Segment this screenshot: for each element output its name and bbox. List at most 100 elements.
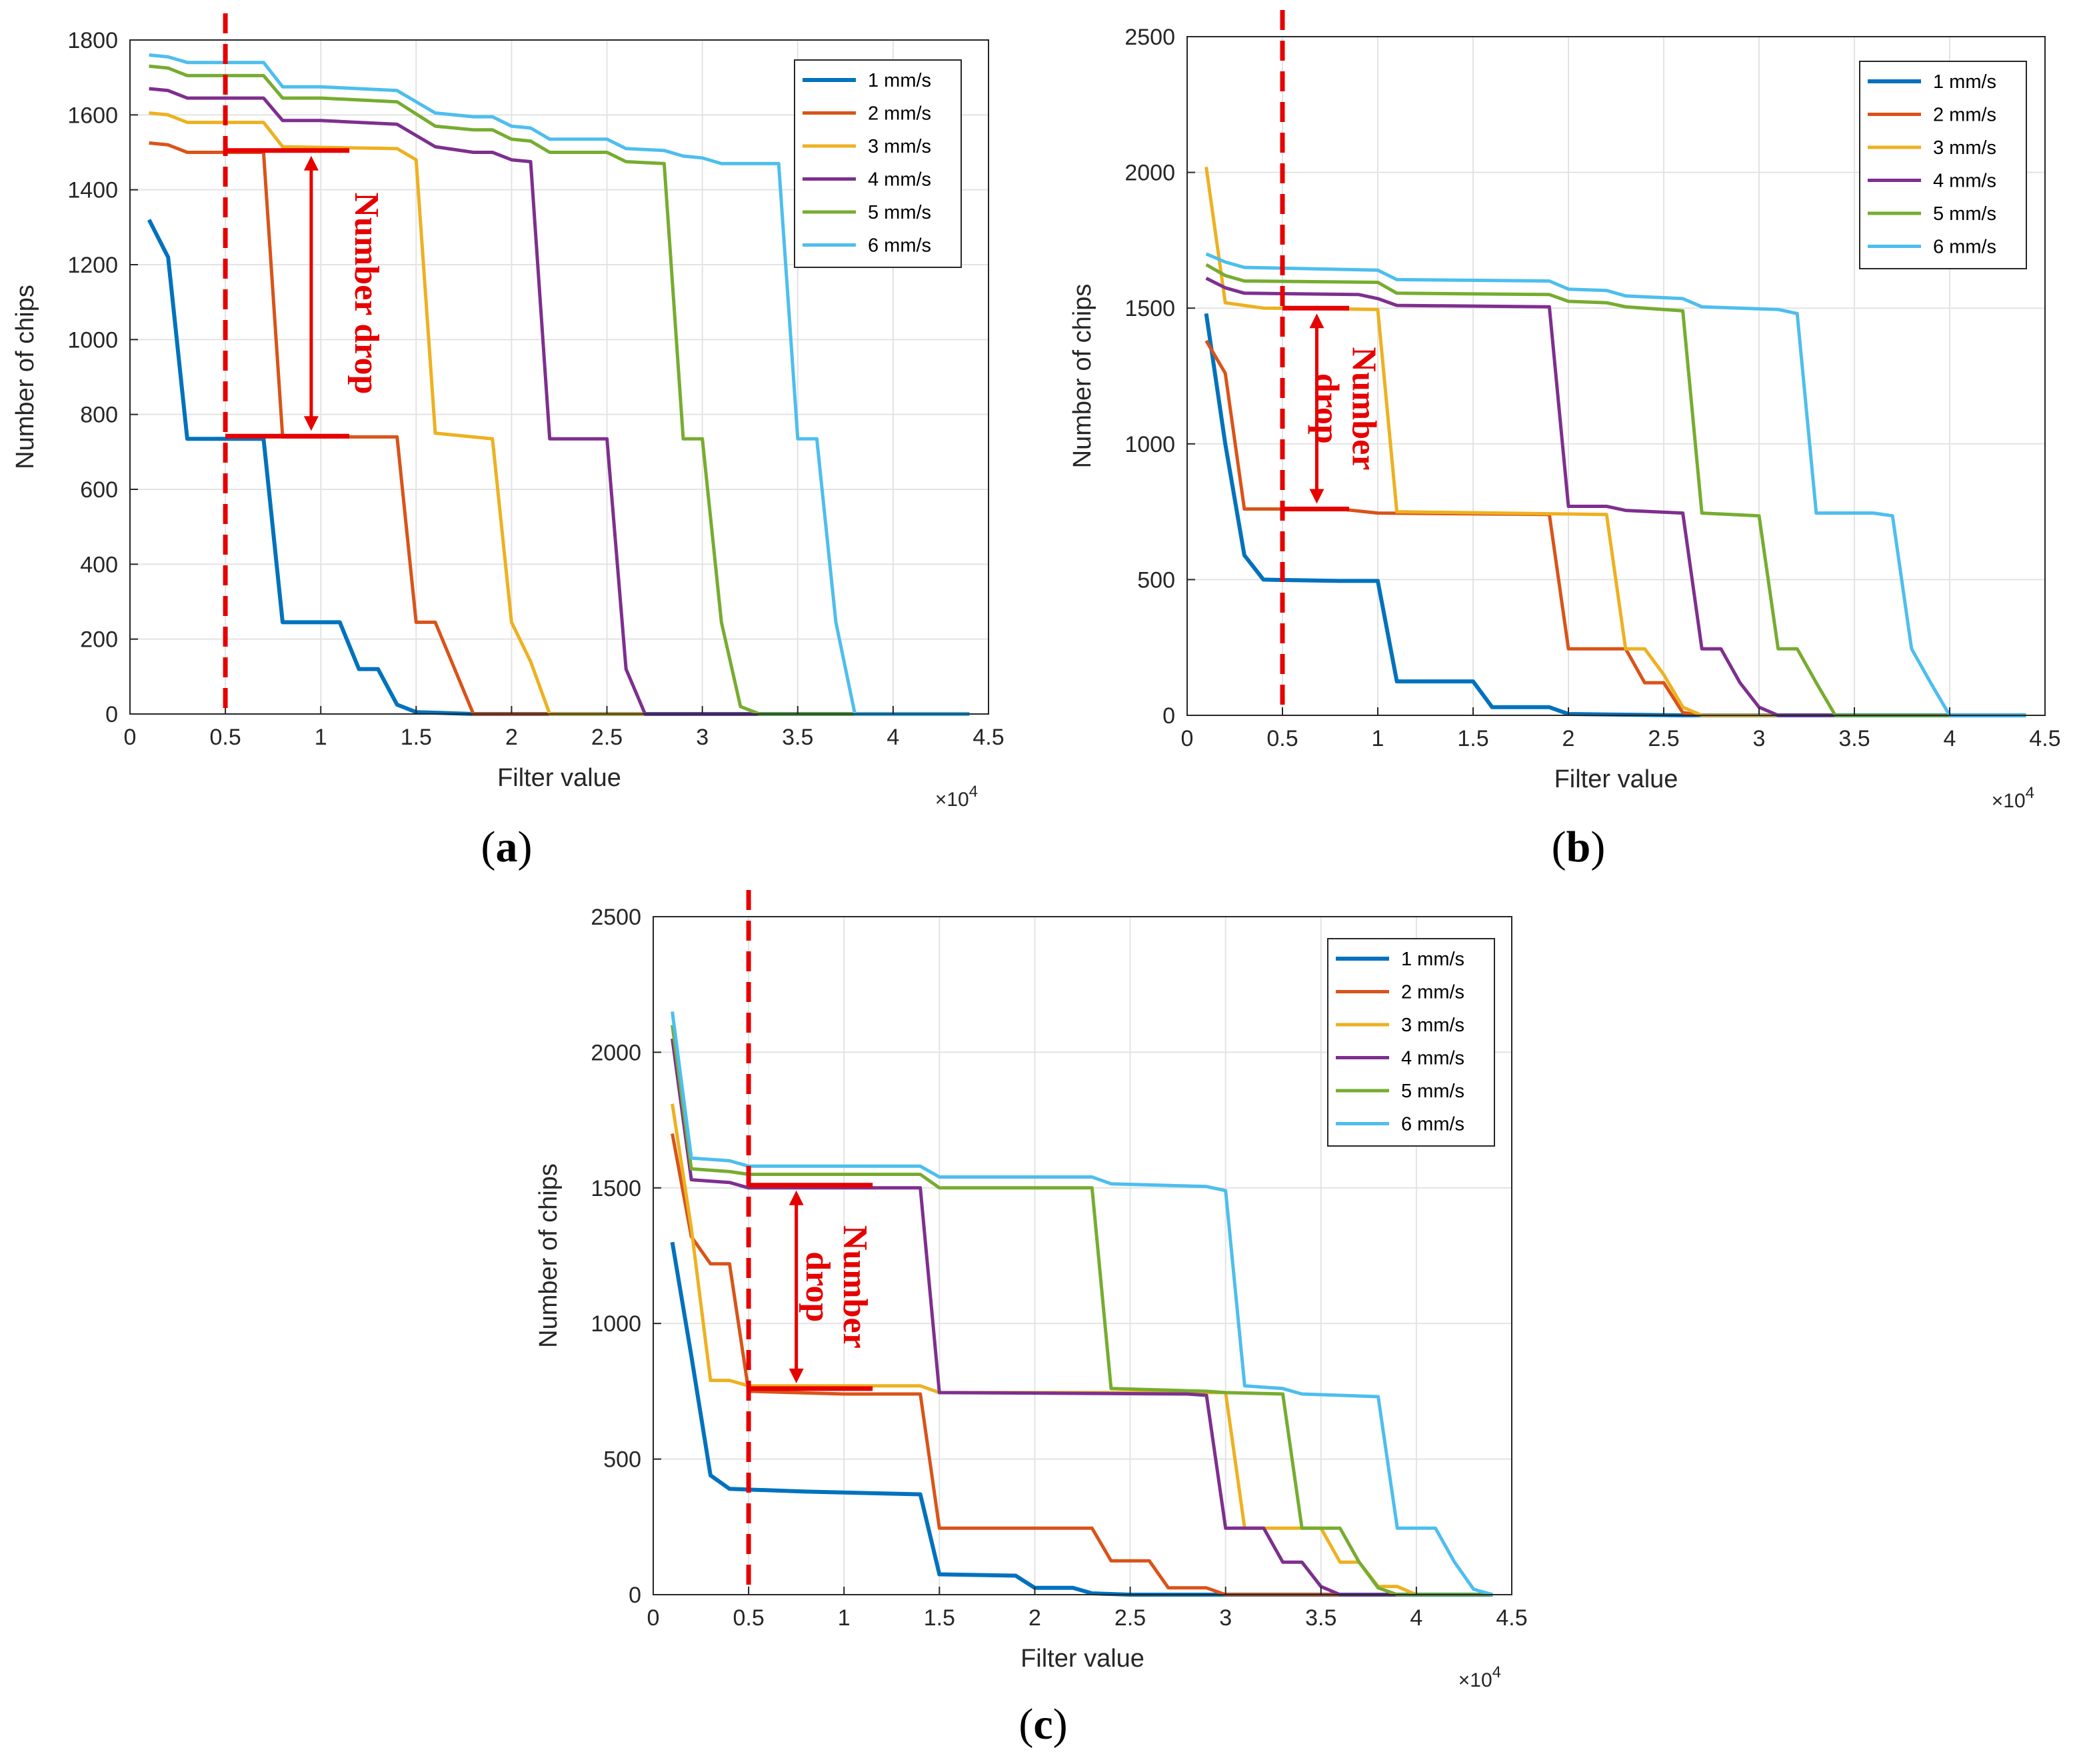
number-drop-annotation: Numberdrop bbox=[746, 890, 874, 1595]
x-tick-label: 1.5 bbox=[924, 1605, 955, 1631]
legend-entry-2: 2 mm/s bbox=[1401, 982, 1464, 1003]
y-tick-label: 2500 bbox=[591, 905, 641, 930]
x-tick-label: 3 bbox=[1753, 726, 1766, 751]
number-drop-label: Numberdrop bbox=[1308, 347, 1383, 470]
y-tick-label: 2500 bbox=[1124, 25, 1175, 50]
chart-panel-b: 0 0.5 1 1.5 2 2.5 3 3.5 4 4.5 0 500 1000 1500 2000 2500… bbox=[1068, 10, 2061, 812]
legend-entry-3: 3 mm/s bbox=[1933, 137, 1996, 159]
x-tick-label: 2.5 bbox=[591, 725, 623, 750]
x-tick-label: 1 bbox=[838, 1605, 851, 1631]
series-line-5 bbox=[671, 1025, 1493, 1597]
y-tick-label: 1500 bbox=[591, 1176, 641, 1201]
y-tick-label: 2000 bbox=[591, 1040, 641, 1065]
x-tick-label: 2 bbox=[1562, 726, 1575, 751]
legend-entry-2: 2 mm/s bbox=[1933, 105, 1996, 126]
legend: 1 mm/s 2 mm/s 3 mm/s 4 mm/s 5 mm/s 6 mm/s bbox=[1327, 938, 1495, 1147]
legend-entry-6: 6 mm/s bbox=[868, 235, 931, 257]
number-drop-label: Numberdrop bbox=[799, 1225, 874, 1349]
x-tick-label: 0.5 bbox=[1266, 726, 1298, 751]
x-axis-label: Filter value bbox=[497, 764, 621, 792]
series-line-5 bbox=[149, 64, 970, 716]
y-tick-label: 1000 bbox=[67, 327, 118, 353]
y-tick-label: 500 bbox=[1137, 567, 1175, 593]
legend-entry-4: 4 mm/s bbox=[1933, 171, 1996, 192]
y-tick-label: 0 bbox=[1162, 703, 1175, 729]
series-line-4 bbox=[671, 1038, 1493, 1597]
legend-entry-5: 5 mm/s bbox=[1933, 203, 1996, 225]
x-tick-label: 2 bbox=[1029, 1605, 1041, 1631]
legend-entry-2: 2 mm/s bbox=[868, 103, 931, 125]
number-drop-annotation: Numberdrop bbox=[1280, 10, 1383, 715]
legend-entry-3: 3 mm/s bbox=[1401, 1015, 1464, 1036]
legend-entry-5: 5 mm/s bbox=[868, 202, 931, 223]
legend-entry-5: 5 mm/s bbox=[1401, 1081, 1464, 1102]
legend-box bbox=[1859, 61, 2027, 269]
legend-entry-4: 4 mm/s bbox=[1401, 1048, 1464, 1069]
series-line-3 bbox=[671, 1103, 1493, 1597]
x-tick-label: 1 bbox=[315, 725, 327, 750]
axes-box bbox=[129, 39, 989, 715]
x-tick-label: 3 bbox=[1219, 1605, 1232, 1631]
y-tick-label: 2000 bbox=[1124, 161, 1175, 186]
legend-entry-1: 1 mm/s bbox=[868, 70, 931, 91]
x-tick-label: 4.5 bbox=[973, 725, 1004, 750]
x-tick-label: 3.5 bbox=[1305, 1605, 1336, 1631]
y-tick-label: 0 bbox=[629, 1583, 641, 1608]
x-tick-label: 0 bbox=[1181, 726, 1194, 751]
y-tick-label: 1000 bbox=[591, 1311, 641, 1337]
drop-arrow-head-up bbox=[303, 155, 319, 171]
y-tick-label: 1800 bbox=[67, 28, 118, 53]
drop-arrow-head-up bbox=[1309, 313, 1324, 329]
y-tick-label: 1000 bbox=[1124, 432, 1175, 457]
panel-caption-c: (c) bbox=[1019, 1700, 1067, 1749]
x-tick-label: 4 bbox=[887, 725, 899, 750]
x-tick-label: 1 bbox=[1372, 726, 1384, 751]
y-tick-label: 1500 bbox=[1124, 296, 1175, 321]
x-exponent-label: ×104 bbox=[935, 783, 978, 811]
y-tick-label: 1600 bbox=[67, 103, 118, 128]
drop-arrow-head-down bbox=[789, 1368, 804, 1383]
series-line-1 bbox=[670, 1241, 1493, 1597]
x-tick-label: 4 bbox=[1410, 1605, 1422, 1631]
panel-caption-a: (a) bbox=[481, 823, 533, 871]
legend-box bbox=[1327, 938, 1495, 1147]
x-tick-label: 0 bbox=[647, 1605, 660, 1631]
y-tick-label: 1400 bbox=[67, 178, 118, 203]
series-line-6 bbox=[149, 53, 970, 716]
series-line-5 bbox=[1205, 263, 2026, 717]
series-line-3 bbox=[1204, 167, 2026, 717]
number-drop-annotation: Number drop bbox=[223, 13, 385, 714]
series-line-4 bbox=[149, 87, 970, 716]
x-exponent-label: ×104 bbox=[1458, 1663, 1501, 1691]
x-tick-label: 3.5 bbox=[1838, 726, 1870, 751]
x-axis-label: Filter value bbox=[1554, 765, 1678, 793]
x-tick-label: 0 bbox=[124, 725, 137, 750]
x-tick-label: 4.5 bbox=[1496, 1605, 1527, 1631]
x-tick-label: 1.5 bbox=[1457, 726, 1488, 751]
x-tick-label: 2 bbox=[505, 725, 518, 750]
drop-arrow-head-up bbox=[789, 1190, 804, 1205]
y-axis-label: Number of chips bbox=[535, 1163, 563, 1348]
y-axis-label: Number of chips bbox=[1068, 284, 1096, 469]
legend-entry-3: 3 mm/s bbox=[868, 136, 931, 157]
number-drop-label: Number drop bbox=[347, 193, 385, 395]
x-tick-label: 1.5 bbox=[401, 725, 432, 750]
series-line-2 bbox=[671, 1133, 1493, 1597]
chart-panel-a: 0 0.5 1 1.5 2 2.5 3 3.5 4 4.5 0 200 400 600 800 1000 120… bbox=[11, 13, 1005, 811]
series-line-4 bbox=[1205, 277, 2026, 717]
legend: 1 mm/s 2 mm/s 3 mm/s 4 mm/s 5 mm/s 6 mm/s bbox=[794, 59, 962, 268]
legend-entry-4: 4 mm/s bbox=[868, 169, 931, 191]
x-tick-label: 2.5 bbox=[1114, 1605, 1146, 1631]
chart-panel-c: 0 0.5 1 1.5 2 2.5 3 3.5 4 4.5 0 500 1000 1500 2000 2500… bbox=[535, 890, 1528, 1691]
series-line-6 bbox=[1205, 252, 2026, 717]
legend-entry-1: 1 mm/s bbox=[1933, 71, 1996, 93]
x-tick-label: 2.5 bbox=[1648, 726, 1679, 751]
legend-entry-6: 6 mm/s bbox=[1933, 237, 1996, 258]
series-line-2 bbox=[1204, 339, 2026, 717]
x-tick-label: 3.5 bbox=[782, 725, 813, 750]
y-tick-label: 400 bbox=[80, 552, 118, 577]
x-tick-label: 4 bbox=[1944, 726, 1956, 751]
series-line-3 bbox=[149, 111, 970, 716]
legend-entry-6: 6 mm/s bbox=[1401, 1114, 1464, 1135]
